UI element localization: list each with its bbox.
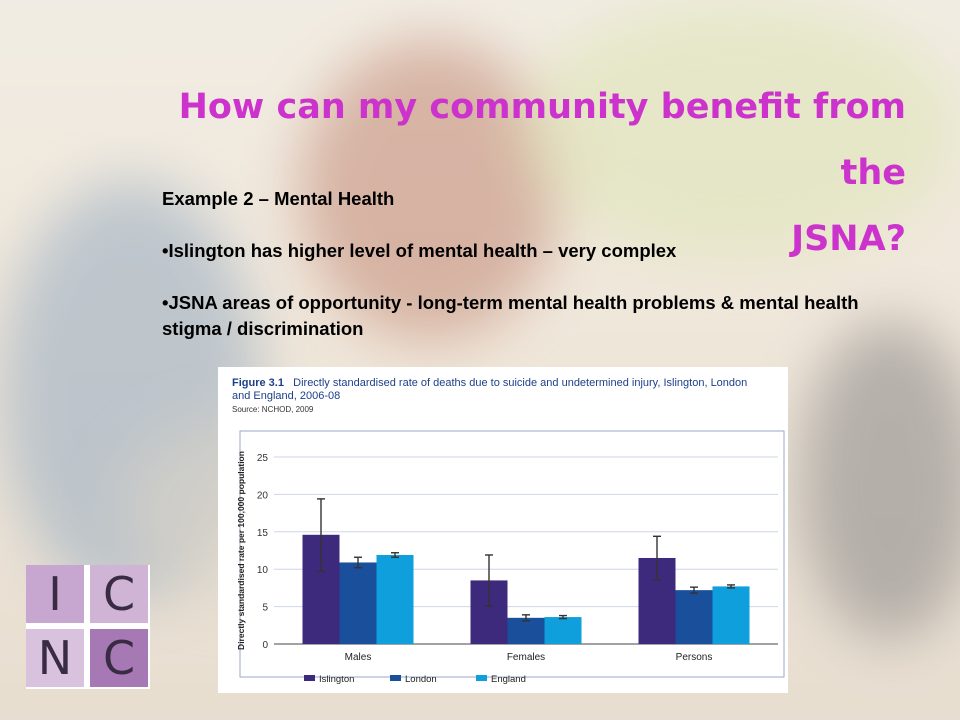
background-wall: [520, 0, 960, 260]
logo-cell-i: I: [26, 565, 84, 623]
y-axis-label: Directly standardised rate per 100,000 p…: [236, 451, 246, 650]
figure-label: Figure 3.1: [232, 377, 284, 389]
figure-source: Source: NCHOD, 2009: [232, 405, 314, 414]
y-tick-label: 25: [257, 453, 269, 464]
figure-title: Directly standardised rate of deaths due…: [232, 377, 748, 402]
bullet-2: •JSNA areas of opportunity - long-term m…: [162, 292, 859, 339]
title-line-2: JSNA?: [791, 219, 906, 259]
bar-chart: 0 5 10 15 20 25 Directly standardised rate per…: [236, 430, 785, 685]
x-tick-label: Persons: [676, 652, 713, 663]
example-heading: Example 2 – Mental Health: [162, 188, 395, 209]
bullet-1-text: Islington has higher level of mental hea…: [168, 240, 677, 261]
slide-title: How can my community benefit from the JS…: [150, 74, 906, 272]
y-tick-label: 0: [262, 640, 268, 651]
bar-london-females: [507, 617, 545, 644]
slide-body: Example 2 – Mental Health •Islington has…: [162, 186, 902, 342]
bar-england-females: [544, 617, 582, 644]
bar-england-males: [376, 554, 414, 644]
legend-label-islington: Islington: [319, 674, 354, 685]
y-tick-label: 10: [257, 565, 269, 576]
bullet-1: •Islington has higher level of mental he…: [162, 240, 677, 261]
legend-swatch-england: [476, 675, 487, 681]
background-child-right: [800, 320, 960, 640]
bar-london-persons: [675, 590, 713, 644]
y-tick-label: 15: [257, 528, 269, 539]
chart-frame: [239, 430, 785, 678]
x-tick-label: Females: [507, 652, 545, 663]
figure-panel: Figure 3.1 Directly standardised rate of…: [218, 367, 788, 693]
y-tick-label: 5: [262, 603, 268, 614]
legend-swatch-london: [390, 675, 401, 681]
bar-england-persons: [712, 586, 750, 644]
legend-swatch-islington: [304, 675, 315, 681]
icnc-logo: I C N C: [26, 565, 150, 689]
title-line-1: How can my community benefit from the: [178, 87, 906, 193]
logo-cell-c-top: C: [90, 565, 148, 623]
logo-cell-c-bottom: C: [90, 629, 148, 687]
background-hair: [300, 40, 560, 340]
legend-label-london: London: [405, 674, 437, 685]
y-tick-label: 20: [257, 490, 269, 501]
figure-caption: Figure 3.1 Directly standardised rate of…: [232, 377, 762, 416]
logo-cell-n: N: [26, 629, 84, 687]
legend-label-england: England: [491, 674, 526, 685]
x-tick-label: Males: [345, 652, 372, 663]
bar-london-males: [339, 562, 377, 644]
bullet-2-text: JSNA areas of opportunity - long-term me…: [162, 292, 859, 339]
